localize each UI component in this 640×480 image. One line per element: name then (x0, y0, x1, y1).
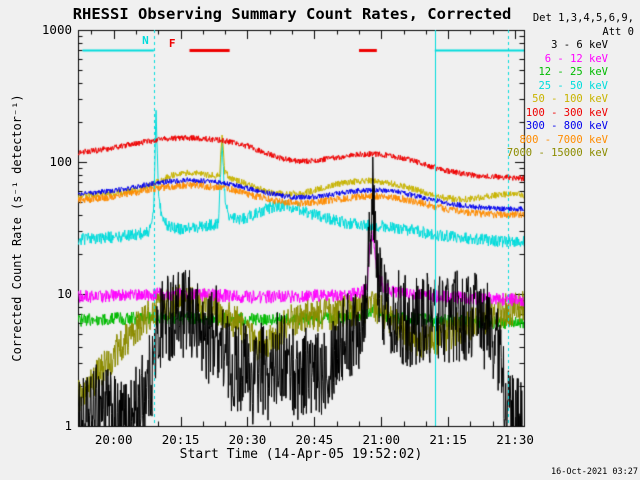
legend-entry: 6 - 12 keV (544, 52, 608, 65)
legend-entry: 7000 - 15000 keV (506, 147, 608, 159)
y-axis-label: Corrected Count Rate (s⁻¹ detector⁻¹) (10, 94, 24, 362)
x-axis-label: Start Time (14-Apr-05 19:52:02) (179, 447, 423, 462)
chart-title: RHESSI Observing Summary Count Rates, Co… (72, 5, 512, 23)
legend-entry: 3 - 6 keV (551, 39, 608, 51)
creation-timestamp: 16-Oct-2021 03:27 (551, 467, 638, 477)
legend-entry: 12 - 25 keV (538, 66, 608, 78)
legend-entry: 50 - 100 keV (532, 93, 608, 105)
legend-entry: 800 - 7000 keV (519, 133, 608, 146)
legend-entry: 25 - 50 keV (538, 79, 608, 92)
legend-header: Det 1,3,4,5,6,9, (532, 12, 634, 24)
legend-header: Att 0 (602, 25, 634, 38)
legend-entry: 100 - 300 keV (525, 106, 608, 119)
legend-entry: 300 - 800 keV (525, 120, 608, 132)
